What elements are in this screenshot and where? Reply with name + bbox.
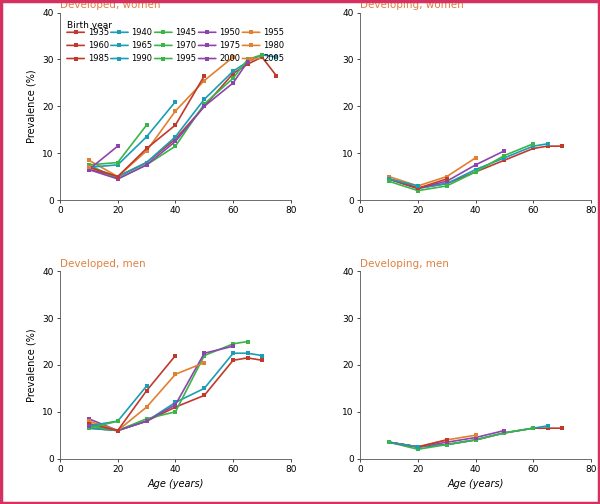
Text: 2000: 2000 (220, 54, 241, 63)
X-axis label: Age (years): Age (years) (448, 479, 504, 489)
Text: Developing, women: Developing, women (360, 1, 464, 11)
Text: 1975: 1975 (220, 41, 241, 50)
Y-axis label: Prevalence (%): Prevalence (%) (26, 328, 37, 402)
Text: Developed, men: Developed, men (60, 259, 146, 269)
Text: 1985: 1985 (88, 54, 109, 63)
Text: 1950: 1950 (220, 28, 241, 37)
Text: Developing, men: Developing, men (360, 259, 449, 269)
Text: 1965: 1965 (131, 41, 152, 50)
Text: Birth year: Birth year (67, 21, 112, 30)
Text: 1940: 1940 (131, 28, 152, 37)
Text: 1945: 1945 (175, 28, 196, 37)
Text: 1995: 1995 (175, 54, 196, 63)
Text: 1955: 1955 (263, 28, 284, 37)
Y-axis label: Prevalence (%): Prevalence (%) (26, 70, 37, 143)
Text: 1970: 1970 (175, 41, 197, 50)
Text: 1980: 1980 (263, 41, 284, 50)
Text: Developed, women: Developed, women (60, 1, 161, 11)
Text: 1935: 1935 (88, 28, 109, 37)
Text: 2005: 2005 (263, 54, 284, 63)
Text: 1960: 1960 (88, 41, 109, 50)
X-axis label: Age (years): Age (years) (147, 479, 203, 489)
Text: 1990: 1990 (131, 54, 152, 63)
